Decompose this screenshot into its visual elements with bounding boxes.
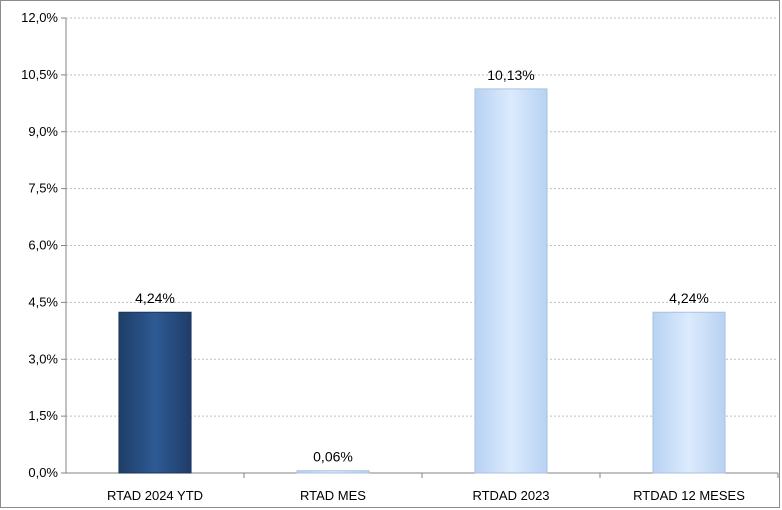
y-tick-label: 0,0% bbox=[28, 465, 58, 480]
labels: 0,0% 1,5% 3,0% 4,5% 6,0% 7,5% 9,0% 10,5% 12,0% 4,… bbox=[21, 10, 745, 503]
bar-data-label: 4,24% bbox=[135, 290, 175, 306]
y-tick-label: 9,0% bbox=[28, 124, 58, 139]
bar bbox=[652, 311, 726, 474]
bar-data-label: 0,06% bbox=[313, 449, 353, 465]
x-category-label: RTDAD 2023 bbox=[472, 488, 549, 503]
bars bbox=[118, 88, 726, 474]
y-tick-label: 12,0% bbox=[21, 10, 58, 25]
bar bbox=[474, 88, 548, 474]
y-tick-label: 7,5% bbox=[28, 181, 58, 196]
bar-data-label: 10,13% bbox=[487, 67, 534, 83]
bar bbox=[118, 311, 192, 474]
y-tick-label: 6,0% bbox=[28, 238, 58, 253]
x-category-label: RTAD 2024 YTD bbox=[107, 488, 203, 503]
x-category-label: RTDAD 12 MESES bbox=[633, 488, 745, 503]
y-tick-label: 4,5% bbox=[28, 294, 58, 309]
y-tick-label: 1,5% bbox=[28, 408, 58, 423]
y-tick-label: 10,5% bbox=[21, 67, 58, 82]
x-category-label: RTAD MES bbox=[300, 488, 366, 503]
bar bbox=[296, 470, 370, 474]
y-tick-label: 3,0% bbox=[28, 351, 58, 366]
bar-data-label: 4,24% bbox=[669, 290, 709, 306]
